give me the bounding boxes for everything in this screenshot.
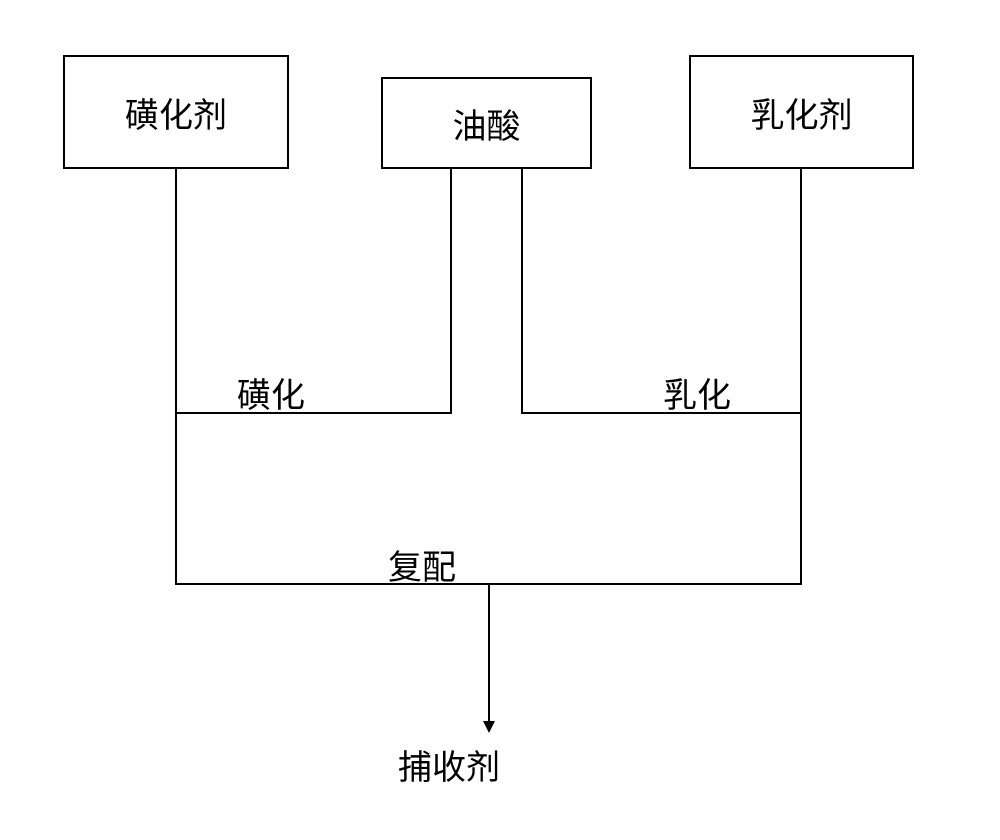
node-oleic-acid: 油酸 [381,77,592,169]
diagram-canvas: 磺化剂 油酸 乳化剂 磺化 乳化 复配 捕收剂 [0,0,1000,840]
label-compounding: 复配 [388,540,456,589]
node-emulsifier: 乳化剂 [689,55,914,169]
label-collector: 捕收剂 [398,740,500,789]
node-label: 油酸 [453,99,521,148]
node-label: 磺化剂 [125,88,227,137]
node-label: 乳化剂 [751,88,853,137]
node-sulfurizing-agent: 磺化剂 [63,55,289,169]
label-sulfurization: 磺化 [237,368,305,417]
label-emulsification: 乳化 [663,368,731,417]
